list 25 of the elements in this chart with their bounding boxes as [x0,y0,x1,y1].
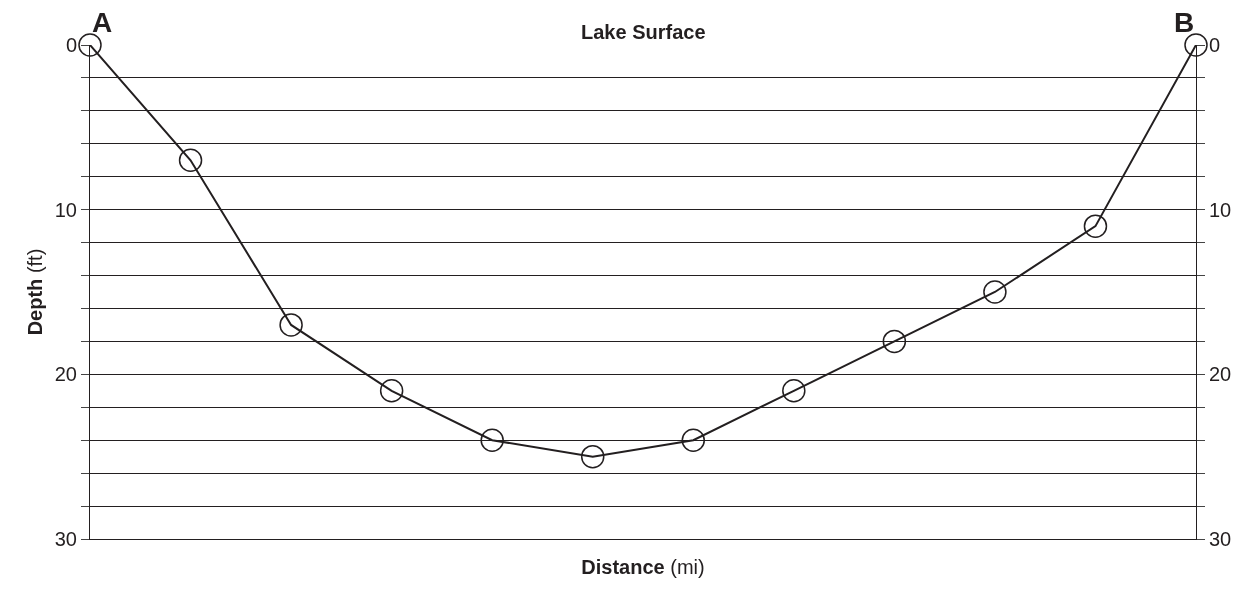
y2-tick-label: 0 [1209,34,1221,56]
y-tick-label: 30 [54,528,77,550]
point [1083,214,1108,238]
point [983,280,1007,304]
point [480,428,504,452]
point [882,329,907,354]
point [681,428,706,452]
point [279,313,303,337]
y-axis-title: Depth (ft) [24,248,47,336]
y2-tick-label: 10 [1209,198,1232,221]
text: A [92,7,113,38]
point [782,379,806,403]
point [178,148,203,173]
point [379,379,404,403]
y-tick-label: 20 [54,363,77,386]
y2-tick-label: 20 [1209,363,1232,386]
point [78,33,102,57]
y-tick-label: 10 [54,198,77,221]
x-axis-title: Distance (mi) [581,555,705,578]
y2-tick-label: 30 [1209,528,1232,550]
point [580,444,605,469]
chart-title: Lake Surface [581,21,706,43]
y-tick-label: 0 [65,34,77,56]
text: B [1174,7,1195,38]
point [1184,33,1208,57]
